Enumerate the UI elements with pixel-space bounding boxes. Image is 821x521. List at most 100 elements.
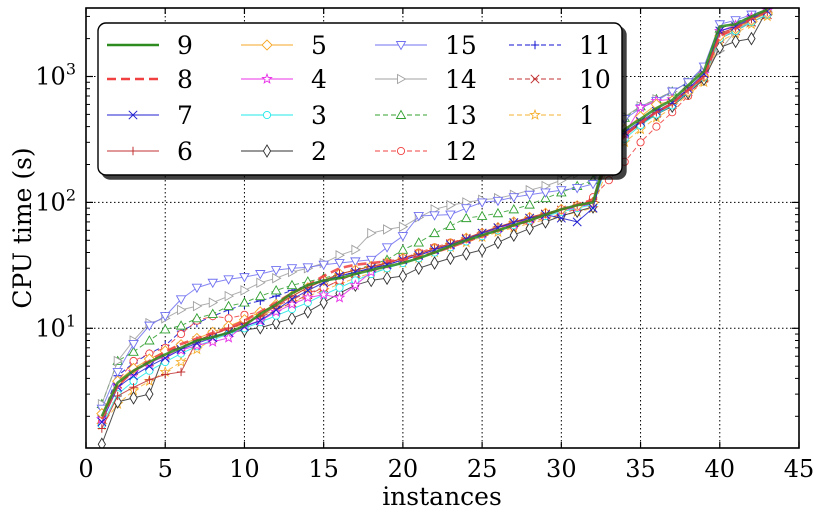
data-point xyxy=(317,288,330,300)
y-axis-label: CPU time (s) xyxy=(8,147,37,308)
x-tick-label: 10 xyxy=(229,455,260,483)
data-point xyxy=(272,272,282,284)
data-point xyxy=(97,417,107,427)
series-layer xyxy=(96,8,774,448)
legend-label: 12 xyxy=(445,137,477,166)
data-point xyxy=(97,437,106,448)
data-point xyxy=(382,271,392,286)
data-point xyxy=(159,312,171,322)
data-point xyxy=(524,199,535,209)
data-point xyxy=(319,295,328,310)
legend-label: 8 xyxy=(177,65,193,94)
legend-label: 4 xyxy=(311,65,327,94)
data-point xyxy=(557,174,567,186)
data-point xyxy=(430,256,439,270)
data-point xyxy=(367,227,377,239)
data-point xyxy=(556,213,566,223)
data-point xyxy=(509,228,518,242)
y-tick-label: 101 xyxy=(35,311,76,342)
plot-frame xyxy=(85,7,800,449)
data-point xyxy=(335,283,344,292)
data-point xyxy=(334,259,345,269)
legend-marker xyxy=(261,39,273,51)
data-point xyxy=(556,186,567,196)
legend-item-10: 10 xyxy=(509,65,611,94)
legend-marker xyxy=(529,108,541,120)
legend-label: 6 xyxy=(177,137,193,166)
data-point xyxy=(159,323,171,334)
legend-label: 3 xyxy=(311,101,327,130)
legend-item-4: 4 xyxy=(241,65,327,94)
legend-item-5: 5 xyxy=(241,31,327,60)
x-tick-label: 30 xyxy=(546,455,577,483)
legend-box xyxy=(97,22,623,176)
data-point xyxy=(175,320,187,330)
legend-item-13: 13 xyxy=(375,101,477,130)
data-point xyxy=(208,297,219,308)
data-point xyxy=(302,263,314,273)
legend-marker xyxy=(397,73,407,85)
data-point xyxy=(191,312,203,323)
x-tick-label: 5 xyxy=(158,455,173,483)
x-axis-label: instances xyxy=(382,482,502,511)
x-tick-label: 20 xyxy=(388,455,419,483)
data-point xyxy=(302,291,314,303)
legend-marker xyxy=(395,41,407,51)
data-point xyxy=(413,212,425,222)
data-point xyxy=(381,243,393,253)
data-point xyxy=(588,203,598,213)
data-point xyxy=(714,20,726,30)
data-point xyxy=(224,290,235,302)
data-point xyxy=(524,190,535,201)
data-point xyxy=(272,316,281,330)
data-point xyxy=(239,273,250,283)
data-point xyxy=(429,227,440,238)
legend-marker xyxy=(128,146,138,156)
data-point xyxy=(207,308,219,318)
series-line-9 xyxy=(100,8,768,417)
legend-marker xyxy=(395,109,407,119)
data-point xyxy=(572,217,582,227)
legend-item-12: 12 xyxy=(375,137,477,166)
legend-label: 13 xyxy=(445,101,477,130)
x-tick-label: 45 xyxy=(784,455,815,483)
legend-label: 1 xyxy=(579,101,595,130)
data-point xyxy=(127,362,140,375)
legend-marker xyxy=(128,110,138,120)
legend-label: 7 xyxy=(177,101,193,130)
data-point xyxy=(460,204,472,214)
data-point xyxy=(493,235,503,250)
data-point xyxy=(731,34,740,49)
data-point xyxy=(191,339,203,351)
data-point xyxy=(270,305,282,317)
data-point xyxy=(240,285,250,296)
data-point xyxy=(541,180,551,192)
legend-label: 14 xyxy=(445,65,477,94)
legend-item-7: 7 xyxy=(107,101,193,130)
data-point xyxy=(398,269,408,283)
data-point xyxy=(191,283,203,294)
x-tick-label: 15 xyxy=(308,455,339,483)
data-point xyxy=(445,210,456,221)
data-point xyxy=(397,232,409,242)
data-point xyxy=(634,101,647,113)
legend-item-15: 15 xyxy=(375,31,477,60)
legend-item-6: 6 xyxy=(107,137,193,166)
data-point xyxy=(161,370,170,379)
data-point xyxy=(351,244,361,256)
data-point xyxy=(239,297,250,307)
data-point xyxy=(287,311,297,326)
data-point xyxy=(255,290,266,301)
data-point xyxy=(413,237,425,247)
legend-marker xyxy=(530,74,540,84)
data-point xyxy=(652,122,661,131)
data-point xyxy=(476,210,488,220)
data-point xyxy=(270,284,282,295)
legend-item-11: 11 xyxy=(509,31,611,60)
legend-item-14: 14 xyxy=(375,65,477,94)
data-point xyxy=(383,224,393,235)
data-point xyxy=(255,316,265,326)
data-point xyxy=(129,391,138,405)
